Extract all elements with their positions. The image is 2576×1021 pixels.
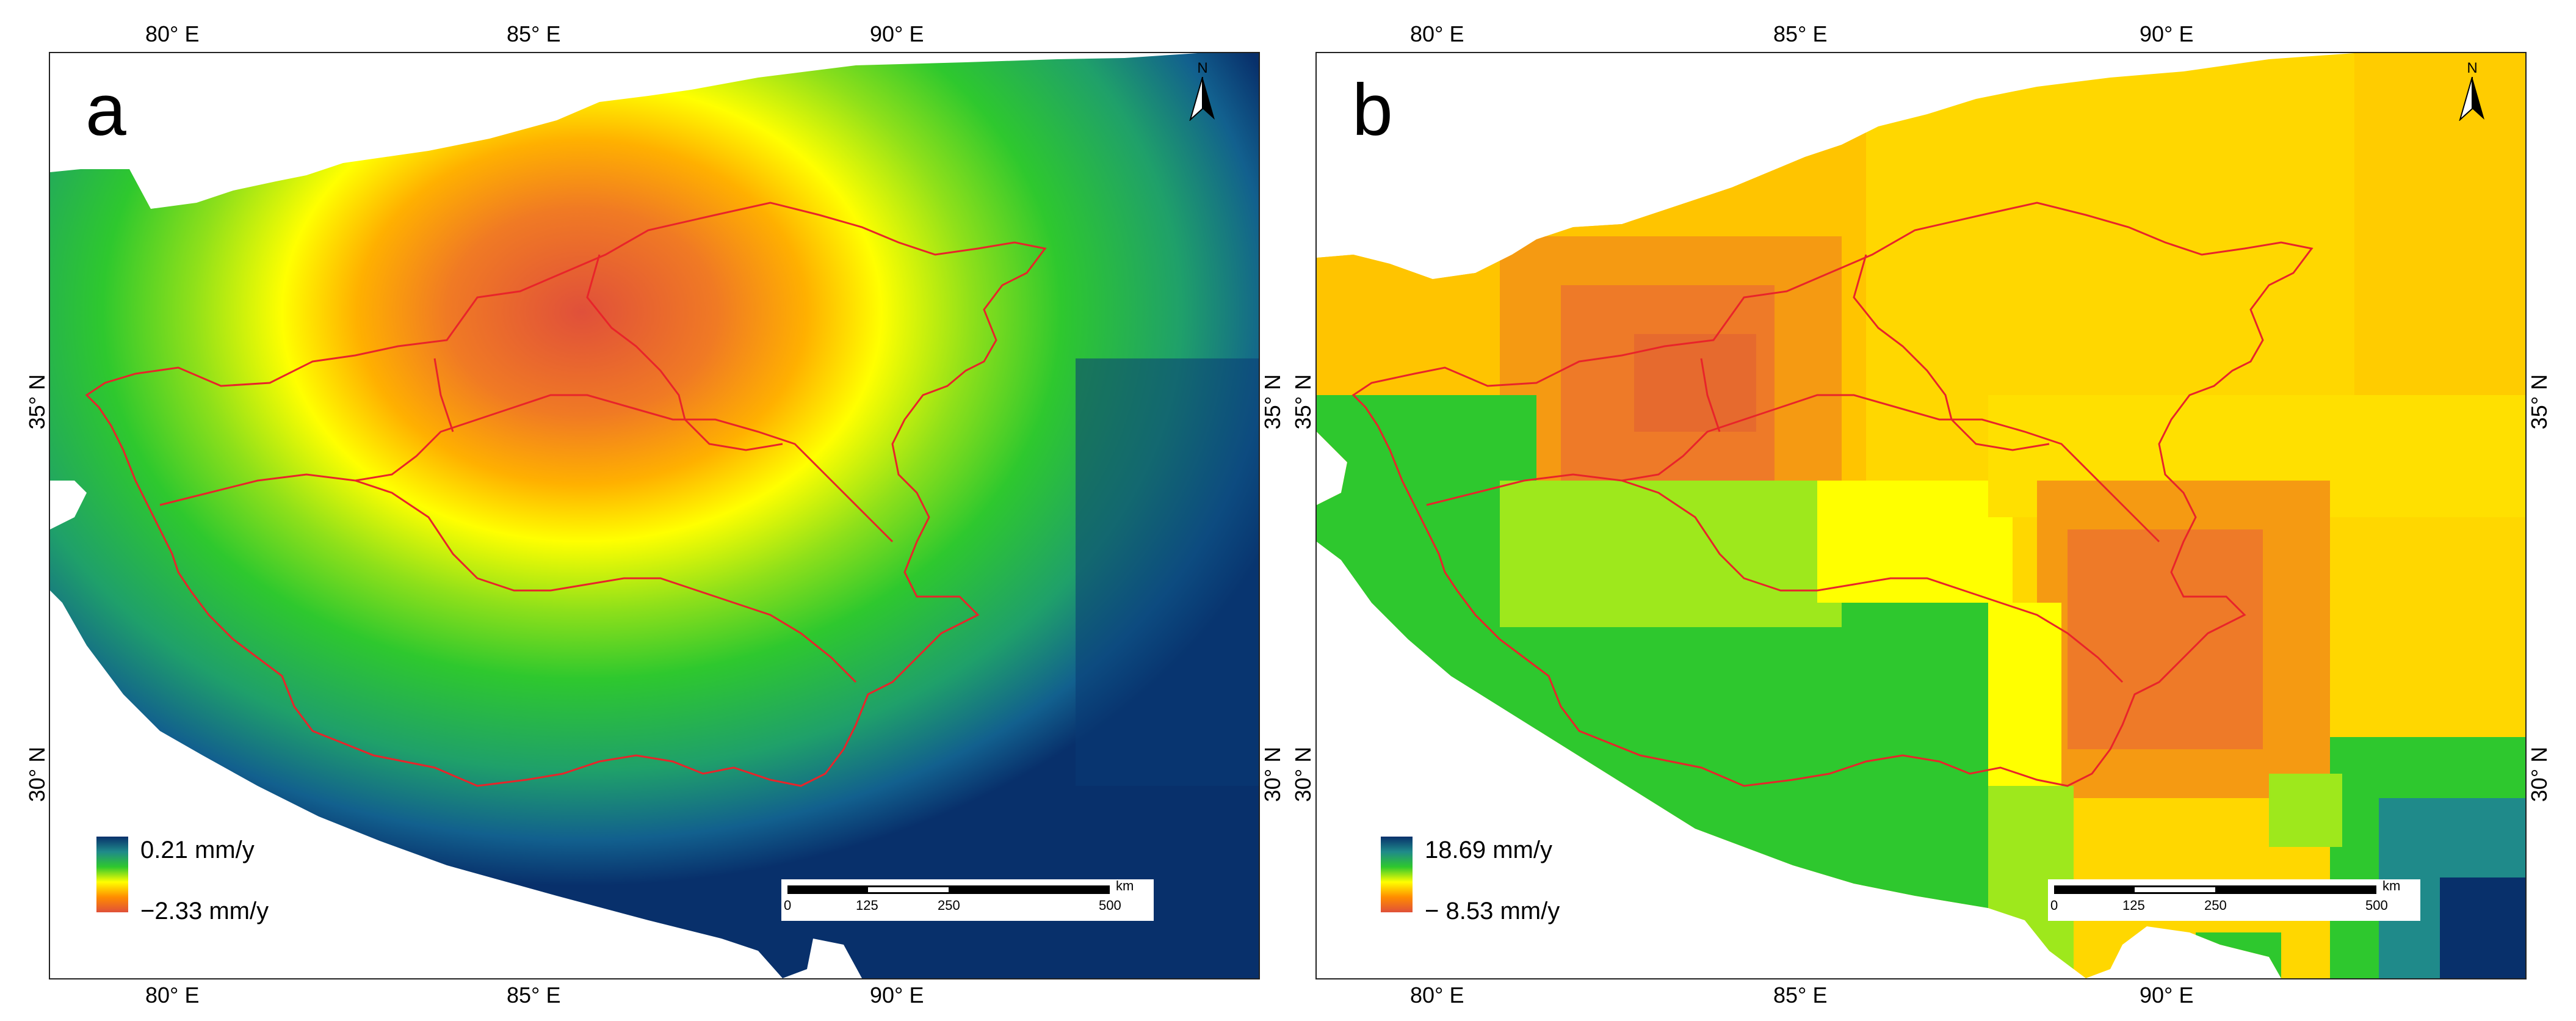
- legend-high-a: 0.21 mm/y: [140, 837, 255, 863]
- lat-label-a-left-35: 35° N: [24, 374, 50, 430]
- inner-boundary-b: [1426, 254, 2160, 683]
- panel-letter-b: b: [1352, 69, 1393, 151]
- lon-label-b-top-85: 85° E: [1773, 21, 1828, 46]
- scale-bar-b: 0 125 250 500 km: [2048, 878, 2420, 921]
- map-panel-b: [1315, 52, 2527, 979]
- north-arrow-icon: [1189, 77, 1215, 121]
- scale-tick-250-a: 250: [938, 898, 960, 913]
- scale-tick-0-a: 0: [784, 898, 792, 913]
- scale-tick-0-b: 0: [2050, 898, 2058, 913]
- legend-colorbar-b: [1381, 837, 1413, 912]
- legend-low-b: − 8.53 mm/y: [1425, 898, 1560, 925]
- scale-tick-500-b: 500: [2365, 898, 2388, 913]
- map-b-raster: [1317, 53, 2525, 978]
- lon-label-a-top-90: 90° E: [870, 21, 924, 46]
- lat-label-b-left-35: 35° N: [1290, 374, 1316, 430]
- inner-boundary-a: [159, 254, 894, 683]
- lat-label-a-right-35: 35° N: [1260, 374, 1286, 430]
- scale-tick-125-a: 125: [856, 898, 878, 913]
- scale-tick-500-a: 500: [1099, 898, 1121, 913]
- panel-letter-a: a: [85, 69, 126, 151]
- raster-east-low-a: [1076, 358, 1259, 786]
- north-arrow-a: N: [1187, 60, 1218, 121]
- lat-label-b-right-30: 30° N: [2527, 746, 2552, 802]
- scale-bar-a: 0 125 250 500 km: [781, 878, 1154, 921]
- scale-unit-b: km: [2382, 878, 2401, 893]
- north-arrow-icon: [2459, 77, 2484, 121]
- map-panel-a: [49, 52, 1260, 979]
- legend-low-a: −2.33 mm/y: [140, 898, 269, 925]
- north-label-b: N: [2467, 60, 2478, 76]
- lat-label-a-right-30: 30° N: [1260, 746, 1286, 802]
- lon-label-b-bot-80: 80° E: [1410, 983, 1464, 1008]
- lat-label-a-left-30: 30° N: [24, 746, 50, 802]
- scale-tick-250-b: 250: [2204, 898, 2227, 913]
- lon-label-a-top-85: 85° E: [507, 21, 561, 46]
- scale-unit-a: km: [1116, 878, 1134, 893]
- lon-label-a-bot-85: 85° E: [507, 983, 561, 1008]
- legend-colorbar-a: [96, 837, 128, 912]
- lon-label-b-bot-85: 85° E: [1773, 983, 1828, 1008]
- lat-label-b-right-35: 35° N: [2527, 374, 2552, 430]
- scale-tick-125-b: 125: [2122, 898, 2145, 913]
- lon-label-a-bot-90: 90° E: [870, 983, 924, 1008]
- region-boundary-b: [1351, 202, 2314, 787]
- lon-label-b-top-90: 90° E: [2140, 21, 2194, 46]
- lon-label-b-top-80: 80° E: [1410, 21, 1464, 46]
- region-boundary-a: [85, 202, 1047, 787]
- north-arrow-b: N: [2457, 60, 2487, 121]
- lon-label-a-bot-80: 80° E: [145, 983, 200, 1008]
- north-label-a: N: [1197, 60, 1208, 76]
- legend-high-b: 18.69 mm/y: [1425, 837, 1552, 863]
- lon-label-b-bot-90: 90° E: [2140, 983, 2194, 1008]
- map-a-raster: [50, 53, 1259, 978]
- lon-label-a-top-80: 80° E: [145, 21, 200, 46]
- lat-label-b-left-30: 30° N: [1290, 746, 1316, 802]
